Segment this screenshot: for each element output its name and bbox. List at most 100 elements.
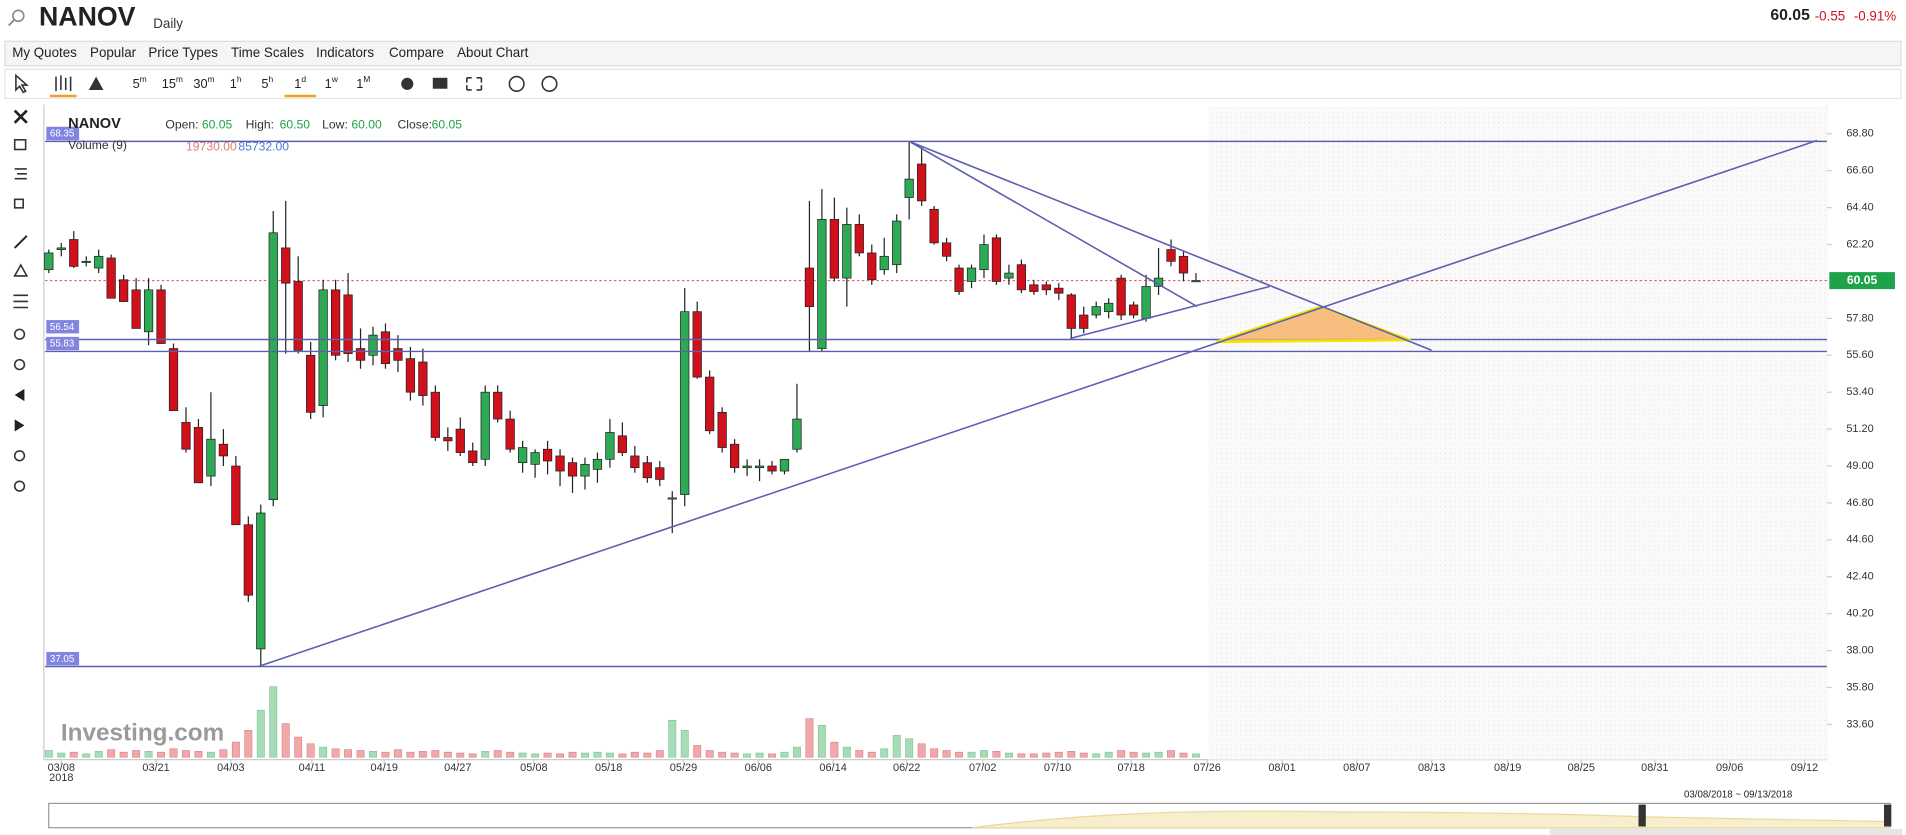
- x-tick-label: 06/06: [745, 762, 772, 774]
- toolbar-icons: [15, 73, 558, 98]
- timeframe-unit: m: [176, 74, 183, 84]
- candle-body: [954, 267, 964, 292]
- tool-clone[interactable]: [13, 198, 24, 209]
- menu-item[interactable]: Price Types: [148, 45, 218, 60]
- volume-bar: [194, 751, 203, 758]
- timeframe[interactable]: 15m: [162, 74, 183, 91]
- level-label: 68.35: [50, 129, 74, 140]
- tool-fib[interactable]: [13, 294, 29, 309]
- candle-body: [617, 435, 628, 453]
- navigator-handle-left[interactable]: [1638, 804, 1646, 827]
- timeframe[interactable]: 1M: [356, 74, 370, 91]
- timeframe[interactable]: 1d: [294, 74, 306, 91]
- volume-bar: [855, 750, 864, 758]
- candle-body: [1178, 255, 1189, 274]
- candle-body: [1029, 284, 1039, 292]
- x-tick-label: 05/08: [520, 762, 547, 774]
- volume-bar: [718, 751, 727, 758]
- cursor-tool[interactable]: [15, 73, 29, 94]
- timeframe-unit: h: [237, 74, 242, 84]
- x-tick-label: 08/25: [1568, 762, 1595, 774]
- search-icon[interactable]: [12, 9, 25, 23]
- camera-icon[interactable]: [432, 77, 448, 89]
- timeframe[interactable]: 5h: [261, 74, 273, 91]
- volume-bar: [793, 746, 801, 758]
- volume-bar: [655, 750, 664, 758]
- tool-triangle[interactable]: [13, 263, 29, 277]
- menu-item[interactable]: My Quotes: [12, 45, 77, 60]
- candle-body: [542, 448, 553, 462]
- menu-item[interactable]: Compare: [389, 45, 444, 60]
- x-tick-label: 09/12: [1791, 762, 1818, 774]
- upload-icon[interactable]: [541, 75, 558, 92]
- candle-body: [1004, 272, 1014, 279]
- volume-bar: [468, 753, 477, 758]
- y-tick-label: 66.60: [1846, 165, 1873, 177]
- download-icon[interactable]: [508, 75, 525, 92]
- navigator-handle-right[interactable]: [1884, 804, 1892, 827]
- timeframe[interactable]: 1w: [325, 74, 339, 91]
- tool-measure[interactable]: [13, 450, 26, 462]
- volume-bar: [1054, 751, 1063, 758]
- candle-body: [742, 465, 752, 469]
- candle-body: [966, 267, 977, 282]
- fullscreen-icon[interactable]: [466, 76, 483, 91]
- tool-close[interactable]: [13, 109, 28, 124]
- candle-body: [1116, 277, 1126, 316]
- timeframe-number: 5: [261, 76, 268, 91]
- tool-trend[interactable]: [14, 235, 28, 249]
- candle-body: [842, 224, 852, 279]
- x-tick-label: 04/19: [371, 762, 398, 774]
- candle-body: [56, 247, 66, 250]
- tool-right[interactable]: [14, 419, 25, 432]
- area-type[interactable]: [88, 76, 104, 90]
- timeframe[interactable]: 1h: [230, 74, 242, 91]
- volume-bar: [743, 753, 752, 758]
- volume-bar: [568, 751, 577, 758]
- volume-bar: [1092, 753, 1101, 758]
- navigator: 03/08/2018 ~ 09/13/2018: [48, 789, 1903, 835]
- y-tick-label: 38.00: [1846, 644, 1873, 656]
- scrollbar[interactable]: [1549, 828, 1903, 835]
- candle-type[interactable]: [55, 75, 72, 92]
- settings-icon[interactable]: [401, 77, 414, 90]
- tool-zoom-in[interactable]: [13, 328, 26, 340]
- candle-body: [206, 438, 216, 477]
- timeframe-unit: M: [363, 74, 370, 84]
- candle-body: [44, 252, 54, 271]
- tool-magnet[interactable]: [13, 480, 26, 492]
- timeframe-number: 1: [325, 76, 332, 91]
- candle-body: [368, 334, 378, 356]
- candle-body: [69, 239, 79, 267]
- y-tick-label: 42.40: [1846, 571, 1873, 583]
- change-pct: -0.91%: [1854, 9, 1896, 24]
- trend-line: [1069, 285, 1270, 340]
- volume-bar: [680, 730, 689, 758]
- volume-bar: [356, 750, 365, 758]
- candle-body: [1066, 294, 1076, 329]
- tool-select[interactable]: [13, 138, 27, 151]
- timeframe-unit: d: [301, 74, 306, 84]
- change: -0.55: [1815, 9, 1845, 24]
- tool-left[interactable]: [14, 388, 25, 402]
- future-area: [1208, 106, 1827, 760]
- tool-delete[interactable]: [14, 168, 27, 180]
- volume-bar: [805, 718, 814, 758]
- candle-body: [1191, 280, 1201, 283]
- candle-body: [555, 455, 565, 472]
- candle-body: [754, 465, 765, 469]
- volume-bar: [1142, 752, 1151, 758]
- menu-item[interactable]: Time Scales: [231, 45, 304, 60]
- menu-item[interactable]: About Chart: [457, 45, 529, 60]
- menu-item[interactable]: Indicators: [316, 45, 374, 60]
- timeframe[interactable]: 5m: [133, 74, 147, 91]
- candle-body: [1104, 302, 1114, 313]
- volume-bar: [418, 751, 427, 758]
- volume-bar: [556, 753, 564, 758]
- menu-item[interactable]: Popular: [90, 45, 137, 60]
- tool-zoom-out[interactable]: [13, 358, 26, 371]
- legend-volume-a: 19730.00: [186, 139, 237, 153]
- candle-body: [430, 391, 440, 438]
- x-tick-label: 09/06: [1716, 762, 1743, 774]
- timeframe[interactable]: 30m: [193, 74, 214, 91]
